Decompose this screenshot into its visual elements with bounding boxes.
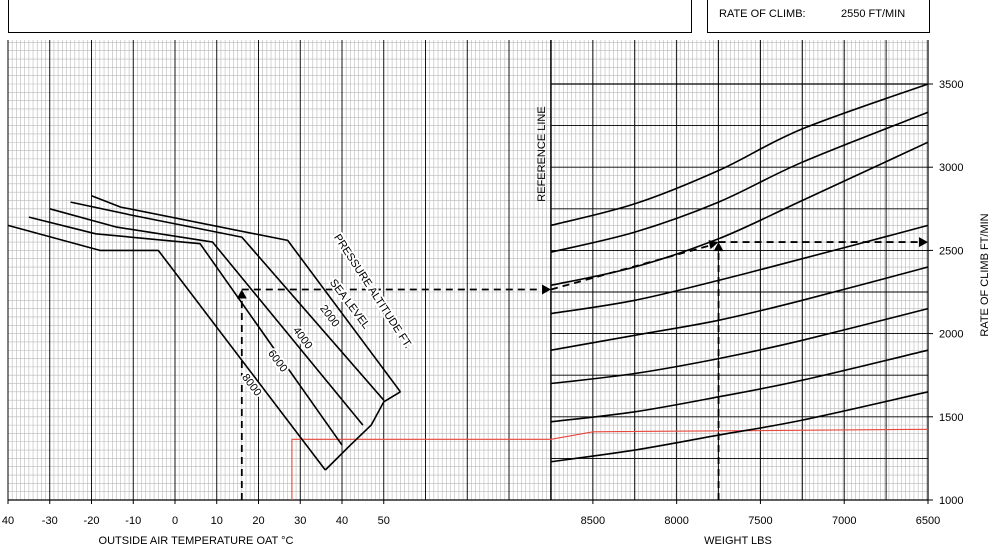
- example-guide-arrowhead: [708, 240, 719, 250]
- altitude-line-4000: [49, 208, 364, 426]
- roc-tick-label: 2000: [939, 329, 963, 341]
- altitude-line-6000: [28, 216, 343, 446]
- weight-guide-line: [550, 111, 929, 253]
- altitude-line-sea-level: [91, 195, 402, 393]
- oat-tick-label: -20: [84, 515, 100, 527]
- oat-tick-label: -30: [42, 515, 58, 527]
- roc-tick-label: 3500: [939, 79, 963, 91]
- weight-guide-line: [550, 266, 929, 351]
- oat-tick-label: 50: [378, 515, 390, 527]
- weight-guide-line: [550, 141, 929, 287]
- altitude-bottom-edge: [324, 391, 401, 471]
- oat-tick-label: 30: [294, 515, 306, 527]
- minor-grid: [7, 40, 928, 501]
- roc-axis-title: RATE OF CLIMB FT/MIN: [979, 213, 991, 336]
- oat-axis-title: OUTSIDE AIR TEMPERATURE OAT °C: [99, 535, 294, 547]
- reference-line-label: REFERENCE LINE: [536, 106, 548, 201]
- altitude-line-8000: [7, 224, 326, 471]
- weight-tick-label: 8000: [664, 515, 688, 527]
- altitude-label-6000-halo: 6000: [265, 348, 289, 375]
- oat-tick-label: 0: [172, 515, 178, 527]
- roc-tick-label: 3000: [939, 162, 963, 174]
- altitude-label-8000-halo: 8000: [239, 372, 263, 399]
- weight-tick-label: 8500: [581, 515, 605, 527]
- weight-guide-line: [550, 83, 929, 227]
- weight-guide-line: [550, 391, 929, 463]
- oat-tick-label: 20: [252, 515, 264, 527]
- example-result-arrowhead: [919, 237, 928, 248]
- altitude-label-4000-halo: 4000: [290, 325, 314, 352]
- weight-guide-line: [550, 307, 929, 385]
- rate-of-climb-value: 2550 FT/MIN: [841, 8, 906, 20]
- weight-guide-line: [550, 349, 929, 423]
- oat-tick-label: 10: [211, 515, 223, 527]
- red-trace-line: [291, 428, 929, 500]
- roc-tick-label: 1000: [939, 495, 963, 507]
- rate-of-climb-label: RATE OF CLIMB:: [719, 8, 806, 20]
- oat-tick-label: 40: [2, 515, 14, 527]
- weight-axis-title: WEIGHT LBS: [704, 535, 772, 547]
- oat-tick-label: 40: [336, 515, 348, 527]
- oat-tick-label: -10: [125, 515, 141, 527]
- header-box-left: [8, 0, 692, 33]
- header-box-right: RATE OF CLIMB: 2550 FT/MIN: [707, 0, 930, 33]
- roc-tick-label: 1500: [939, 412, 963, 424]
- weight-tick-label: 7500: [748, 515, 772, 527]
- example-weight-arrowhead: [713, 242, 724, 252]
- example-guide-dashed-line: [550, 244, 712, 291]
- weight-tick-label: 6500: [916, 515, 940, 527]
- weight-tick-label: 7000: [832, 515, 856, 527]
- example-transfer-arrowhead: [542, 284, 551, 295]
- altitude-line-2000: [70, 201, 385, 401]
- roc-tick-label: 2500: [939, 245, 963, 257]
- example-oat-arrowhead: [236, 289, 247, 299]
